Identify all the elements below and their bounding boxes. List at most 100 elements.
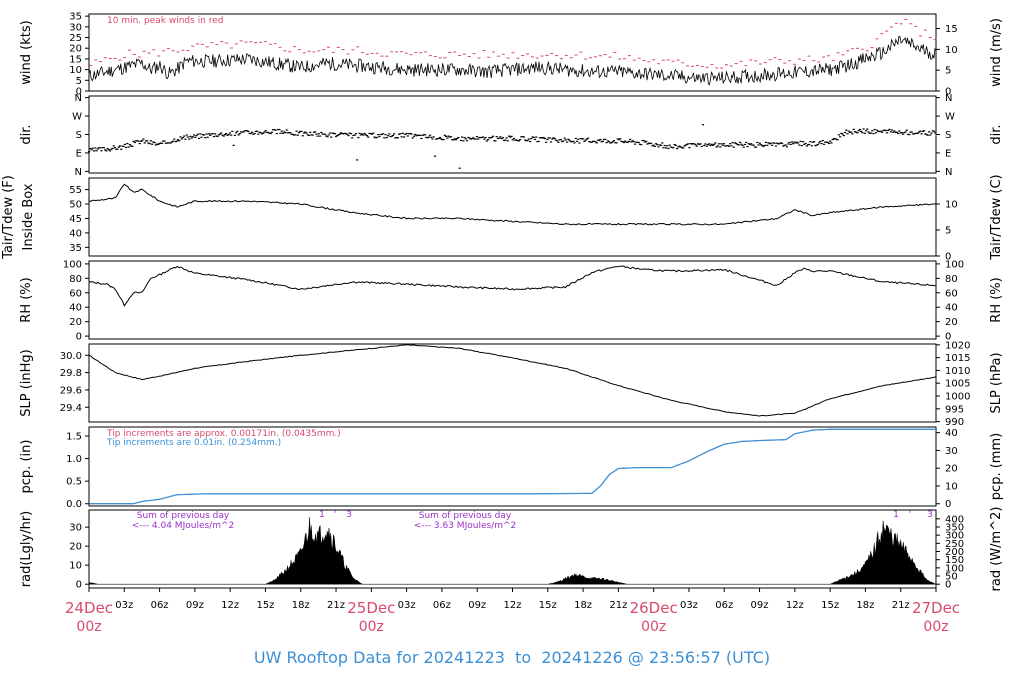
x-day-hour-label: 00z: [641, 619, 666, 635]
panel-frame: [88, 426, 937, 507]
y-tick-label: 0.5: [66, 477, 82, 488]
y2-tick-label: N: [945, 167, 952, 178]
x-day-hour-label: 00z: [359, 619, 384, 635]
x-tick-label: 09z: [186, 600, 204, 611]
y-tick-label: 5: [76, 76, 82, 87]
y-tick-label: N: [75, 93, 82, 104]
y2-axis-label: SLP (hPa): [989, 352, 1004, 413]
x-tick-label: 09z: [751, 600, 769, 611]
x-tick-label: 03z: [398, 600, 416, 611]
x-tick-label: 12z: [221, 600, 239, 611]
x-tick-label: 06z: [151, 600, 169, 611]
y2-tick-label: W: [945, 112, 955, 123]
y-tick-label: 30: [69, 523, 82, 534]
y2-tick-label: 0: [945, 499, 951, 510]
y-tick-label: 0: [76, 332, 82, 343]
tip-increment-note-1: Tip increments are approx. 0.00171in. (0…: [106, 429, 341, 439]
y-tick-label: W: [72, 112, 82, 123]
y-tick-label: 100: [63, 259, 82, 270]
y2-tick-label: 100: [945, 259, 964, 270]
radiation-sum-note-title: Sum of previous day: [419, 511, 512, 521]
y2-tick-label: 0: [945, 580, 951, 591]
y-tick-label: 50: [69, 200, 82, 211]
x-tick-label: 18z: [292, 600, 310, 611]
y-tick-label: 20: [69, 317, 82, 328]
y-tick-label: 35: [69, 12, 82, 23]
radiation-area: [88, 517, 937, 585]
y2-tick-label: 300: [945, 531, 964, 542]
precip-line: [89, 428, 936, 505]
panel-frame: [88, 13, 937, 92]
y2-tick-label: 5: [945, 66, 951, 77]
y-tick-label: 30: [69, 22, 82, 33]
x-tick-label: 21z: [892, 600, 910, 611]
y-tick-label: 10: [69, 65, 82, 76]
radiation-marker: 3: [346, 510, 352, 520]
y2-tick-label: S: [945, 130, 951, 141]
y-tick-label: 1.0: [66, 454, 82, 465]
y-tick-label: 30.0: [60, 351, 82, 362]
rh-line: [88, 265, 937, 307]
y2-tick-label: 1020: [945, 340, 970, 351]
y-tick-label: 40: [69, 228, 82, 239]
footer-prefix: UW Rooftop Data for: [253, 648, 419, 667]
y2-tick-label: 1010: [945, 366, 970, 377]
panel-frame: [88, 260, 937, 340]
y2-tick-label: 1000: [945, 392, 970, 403]
y-tick-label: 10: [69, 561, 82, 572]
y-tick-label: 29.8: [60, 368, 82, 379]
y-axis-label: RH (%): [19, 277, 34, 322]
y-tick-label: 29.4: [60, 403, 82, 414]
chart-footer-title: UW Rooftop Data for 20241223 to 20241226…: [0, 648, 1024, 667]
x-tick-label: 12z: [786, 600, 804, 611]
x-tick-label: 15z: [539, 600, 557, 611]
y2-tick-label: E: [945, 148, 951, 159]
panel-frame: [88, 95, 937, 174]
x-day-hour-label: 00z: [76, 619, 101, 635]
radiation-marker: 1: [319, 510, 325, 520]
y2-tick-label: 50: [945, 572, 958, 583]
peak-wind-annotation: 10 min. peak winds in red: [107, 16, 224, 26]
x-day-label: 24Dec: [65, 599, 113, 617]
y2-tick-label: 995: [945, 404, 964, 415]
footer-end-date: 20241226 @ 23:56:57: [541, 648, 721, 667]
y2-tick-label: 60: [945, 288, 958, 299]
y-tick-label: 40: [69, 303, 82, 314]
radiation-marker: ': [909, 510, 911, 520]
x-tick-label: 18z: [574, 600, 592, 611]
y2-tick-label: 150: [945, 555, 964, 566]
footer-tz: (UTC): [725, 648, 771, 667]
y-tick-label: 15: [69, 54, 82, 65]
y2-tick-label: 20: [945, 464, 958, 475]
y2-tick-label: 15: [945, 24, 958, 35]
x-tick-label: 15z: [821, 600, 839, 611]
y2-tick-label: 0: [945, 252, 951, 263]
y2-axis-label: rad (W/m^2): [989, 507, 1004, 592]
y2-tick-label: 200: [945, 547, 964, 558]
wind-line: [88, 35, 937, 86]
y2-axis-label: wind (m/s): [989, 18, 1004, 87]
y2-tick-label: 20: [945, 317, 958, 328]
y2-tick-label: 0: [945, 87, 951, 98]
tip-increment-note-2: Tip increments are 0.01in. (0.254mm.): [106, 438, 281, 448]
y2-tick-label: 990: [945, 417, 964, 428]
y2-tick-label: 400: [945, 514, 964, 525]
y2-tick-label: 1015: [945, 353, 970, 364]
y-axis-label: rad(Lgly/hr): [19, 511, 34, 587]
y-tick-label: 60: [69, 288, 82, 299]
y-axis-label: SLP (inHg): [19, 349, 34, 417]
y-axis-label: Tair/Tdew (F): [1, 175, 16, 260]
slp-line: [88, 344, 937, 417]
x-tick-label: 03z: [680, 600, 698, 611]
x-tick-label: 15z: [256, 600, 274, 611]
x-day-label: 27Dec: [912, 599, 960, 617]
y-tick-label: S: [76, 130, 82, 141]
radiation-marker: 1: [893, 510, 899, 520]
radiation-sum-note-value: <--- 3.63 MJoules/m^2: [414, 521, 516, 531]
y-tick-label: 20: [69, 44, 82, 55]
y-tick-label: 80: [69, 274, 82, 285]
x-day-label: 25Dec: [347, 599, 395, 617]
y-tick-label: 45: [69, 214, 82, 225]
x-day-hour-label: 00z: [923, 619, 948, 635]
